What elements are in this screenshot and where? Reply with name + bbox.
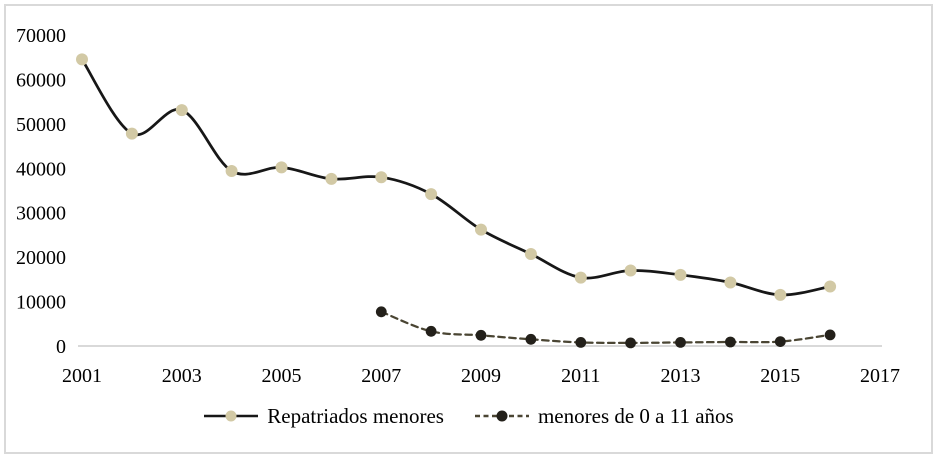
legend: Repatriados menores menores de 0 a 11 añ… [0,401,937,431]
legend-label-repatriados-menores: Repatriados menores [267,403,444,428]
data-point-marker [724,276,737,289]
legend-label-menores-0-11: menores de 0 a 11 años [537,403,734,428]
data-point-marker [475,223,487,236]
legend-dashed-marker-icon [496,410,508,422]
data-point-marker [175,104,188,117]
data-point-marker [375,306,387,318]
series-line-1 [380,310,832,345]
y-tick-label: 70000 [16,25,66,47]
data-point-marker [625,337,636,349]
data-point-marker [425,325,437,337]
legend-solid-marker-icon [225,410,237,422]
data-point-marker [824,329,836,341]
data-point-marker [774,288,787,301]
y-tick-label: 60000 [16,69,66,91]
data-point-marker [225,165,238,177]
data-point-marker [824,280,837,293]
data-point-marker [725,336,736,348]
data-point-marker [475,329,487,341]
x-tick-label: 2003 [162,365,202,387]
x-tick-label: 2007 [361,365,401,387]
y-tick-label: 10000 [16,292,66,314]
data-point-marker [375,171,388,184]
data-point-marker [674,268,687,281]
x-tick-label: 2001 [62,365,102,387]
y-tick-label: 30000 [16,203,66,225]
y-tick-label: 20000 [16,247,66,269]
legend-solid-line-sample [204,410,259,422]
data-point-marker [125,127,138,140]
x-tick-label: 2009 [461,365,501,387]
data-point-marker [275,161,288,174]
data-point-marker [525,333,537,345]
data-point-marker [76,53,88,66]
x-tick-label: 2017 [860,365,900,387]
data-point-marker [524,248,537,260]
x-tick-label: 2005 [262,365,302,387]
data-point-marker [774,336,786,347]
data-point-marker [675,337,686,348]
x-tick-label: 2011 [561,365,600,387]
data-point-marker [624,264,637,277]
y-tick-label: 50000 [16,114,66,136]
data-point-marker [325,172,338,185]
series-line-0 [80,58,832,297]
data-point-marker [425,188,438,201]
x-tick-label: 2013 [661,365,701,387]
legend-item-repatriados-menores: Repatriados menores [203,404,444,429]
data-point-marker [575,337,587,348]
legend-dashed-line-sample [474,410,529,422]
legend-item-menores-0-11: menores de 0 a 11 años [474,404,734,429]
y-tick-label: 0 [56,336,66,358]
x-tick-label: 2015 [760,365,800,387]
data-point-marker [574,271,587,284]
y-tick-label: 40000 [16,158,66,180]
